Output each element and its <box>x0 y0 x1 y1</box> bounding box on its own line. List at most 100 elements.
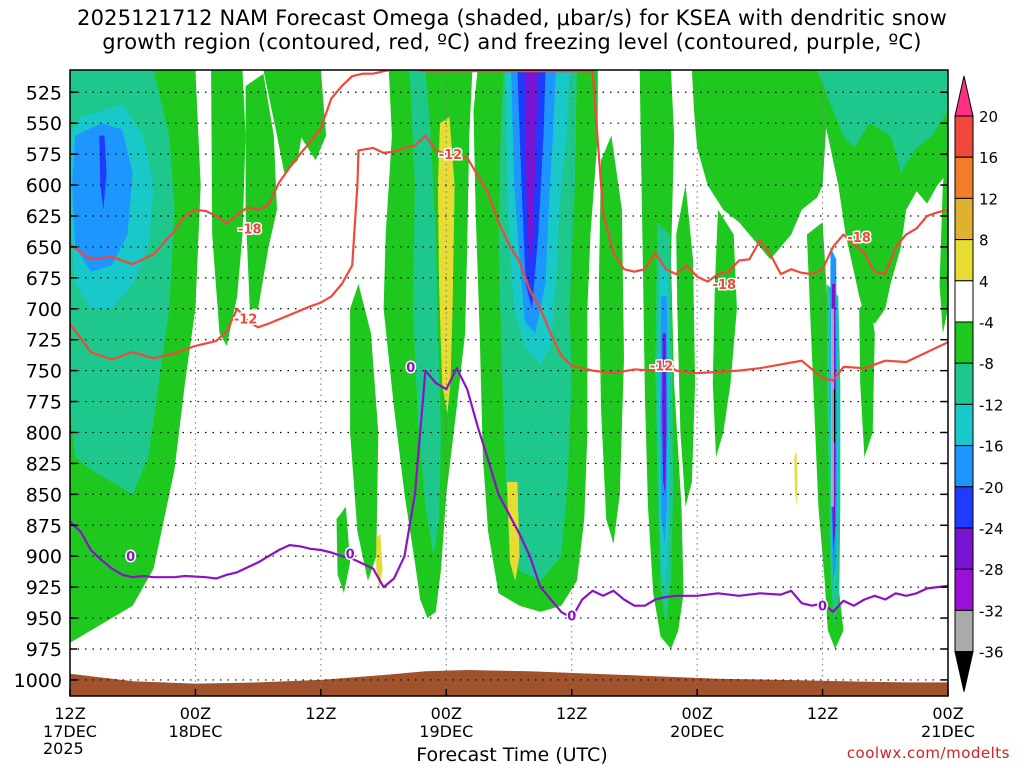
x-tick-date-label: 18DEC <box>168 722 222 741</box>
omega-shade-region <box>506 482 520 581</box>
x-tick-date-label: 21DEC <box>921 722 975 741</box>
colorbar-label: -12 <box>979 396 1004 414</box>
y-tick-label: 675 <box>26 268 62 290</box>
y-tick-label: 975 <box>26 639 62 661</box>
y-tick-label: 750 <box>26 361 62 383</box>
omega-shade-region <box>336 506 351 594</box>
colorbar-swatch <box>954 115 974 158</box>
title-line-1: 2025121712 NAM Forecast Omega (shaded, μ… <box>77 6 947 30</box>
colorbar-swatch <box>954 239 974 282</box>
y-tick-label: 775 <box>26 392 62 414</box>
colorbar-label: -4 <box>979 314 994 332</box>
colorbar-label: 8 <box>979 232 989 250</box>
colorbar-label: 20 <box>979 108 998 126</box>
x-tick-label: 00Z <box>932 704 963 723</box>
colorbar-label: -8 <box>979 355 994 373</box>
title-line-2: growth region (contoured, red, ºC) and f… <box>102 30 922 54</box>
x-tick-label: 12Z <box>807 704 838 723</box>
y-tick-label: 850 <box>26 484 62 506</box>
dgz-minus12-label: -12 <box>439 148 463 163</box>
y-axis: 525 550 575 600 625 650 675 700 725 750 775 800 825 8… <box>14 82 948 692</box>
y-tick-label: 800 <box>26 422 62 444</box>
y-tick-label: 925 <box>26 577 62 599</box>
x-tick-date-label: 17DEC <box>43 722 97 741</box>
omega-shade-region <box>350 284 379 581</box>
y-tick-label: 600 <box>26 175 62 197</box>
y-tick-label: 700 <box>26 299 62 321</box>
dgz-minus18-label: -18 <box>847 231 871 246</box>
colorbar-top-arrow <box>954 75 974 117</box>
colorbar-swatch <box>954 403 974 447</box>
x-axis-label: Forecast Time (UTC) <box>416 744 608 766</box>
omega-shade-region <box>524 70 539 266</box>
freezing-level-label: 0 <box>406 361 415 376</box>
dgz-minus18-contour <box>70 70 948 283</box>
x-tick-label: 12Z <box>556 704 587 723</box>
y-tick-label: 525 <box>26 82 62 104</box>
colorbar-swatch <box>954 527 974 570</box>
x-year-label: 2025 <box>43 739 84 758</box>
omega-shade-region <box>676 185 696 507</box>
omega-shade-region <box>712 209 737 458</box>
colorbar-swatch <box>954 486 974 529</box>
colorbar-swatch <box>954 568 974 611</box>
omega-shade-region <box>859 296 875 458</box>
x-tick-label: 00Z <box>681 704 712 723</box>
colorbar-label: 12 <box>979 190 998 208</box>
y-tick-label: 950 <box>26 608 62 630</box>
y-tick-label: 650 <box>26 237 62 259</box>
freezing-level-label: 0 <box>818 600 827 615</box>
omega-shade-region <box>245 73 277 309</box>
omega-shade-region <box>650 70 671 136</box>
omega-shade-region <box>662 333 667 495</box>
chart-title: 2025121712 NAM Forecast Omega (shaded, μ… <box>0 6 1024 54</box>
dgz-minus18-label: -18 <box>238 222 262 237</box>
y-tick-label: 825 <box>26 453 62 475</box>
colorbar-swatch <box>954 362 974 405</box>
dgz-minus12-label: -12 <box>234 313 258 328</box>
dgz-minus12-contour <box>70 134 948 382</box>
x-tick-date-label: 19DEC <box>419 722 473 741</box>
colorbar-swatch <box>954 156 974 199</box>
colorbar-swatch <box>954 197 974 241</box>
x-tick-label: 00Z <box>431 704 462 723</box>
colorbar-swatch <box>954 321 974 364</box>
colorbar: 20 16 12 8 4 -4 -8 -12 -16 -20 -24 -28 -32 -36 <box>954 75 1004 692</box>
colorbar-swatch <box>954 445 974 488</box>
omega-extreme-mark <box>831 308 835 507</box>
dgz-minus18-label: -18 <box>713 278 737 293</box>
freezing-level-label: 0 <box>346 548 355 563</box>
colorbar-label: -36 <box>979 644 1004 662</box>
x-tick-label: 00Z <box>180 704 211 723</box>
credit-text: coolwx.com/modelts <box>846 744 1010 762</box>
y-tick-label: 900 <box>26 546 62 568</box>
dgz-minus12-label: -12 <box>650 360 674 375</box>
y-tick-label: 575 <box>26 144 62 166</box>
colorbar-bottom-arrow <box>954 651 974 692</box>
colorbar-swatch <box>954 609 974 653</box>
freezing-level-label: 0 <box>126 550 135 565</box>
colorbar-swatch <box>954 280 974 323</box>
y-tick-label: 875 <box>26 515 62 537</box>
colorbar-label: 16 <box>979 149 998 167</box>
y-tick-label: 1000 <box>14 670 62 692</box>
freezing-level-label: 0 <box>567 610 576 625</box>
colorbar-label: -16 <box>979 438 1004 456</box>
x-tick-label: 12Z <box>305 704 336 723</box>
colorbar-label: -24 <box>979 520 1004 538</box>
colorbar-label: 4 <box>979 273 989 291</box>
omega-shade-region <box>817 70 948 173</box>
plot-frame <box>69 69 949 697</box>
y-tick-label: 625 <box>26 206 62 228</box>
colorbar-label: -28 <box>979 561 1004 579</box>
contour-lines: -18 -18 -18 -12 -12 -12 0 0 0 0 0 <box>70 70 948 626</box>
omega-shade-region <box>691 70 828 260</box>
y-tick-label: 725 <box>26 330 62 352</box>
x-tick-date-label: 20DEC <box>670 722 724 741</box>
omega-shade-region <box>437 117 455 414</box>
omega-shade-region <box>390 70 442 557</box>
colorbar-label: -20 <box>979 479 1004 497</box>
terrain-fill <box>70 670 948 696</box>
